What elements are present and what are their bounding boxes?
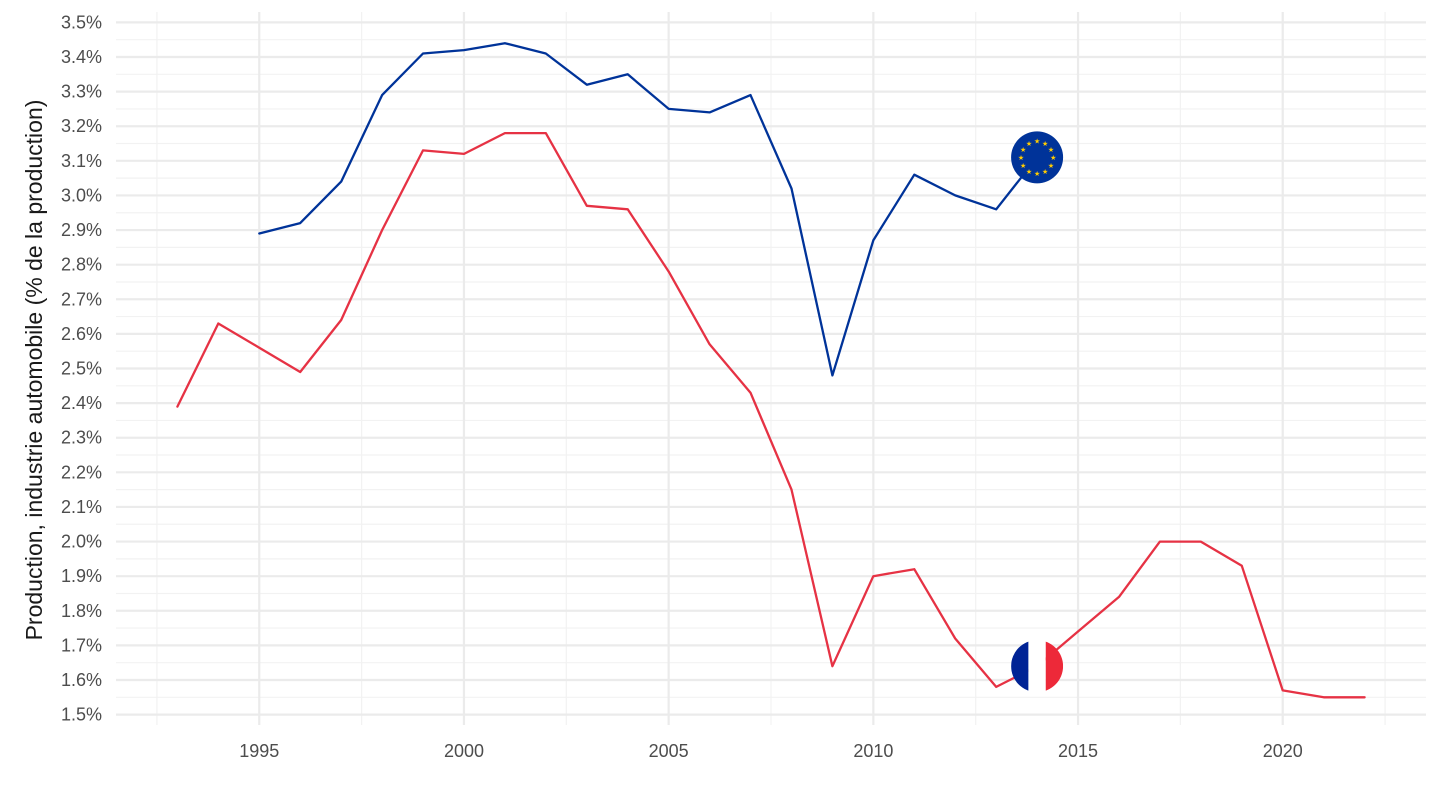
- y-axis-title: Production, industrie automobile (% de l…: [21, 100, 47, 641]
- eu-star-icon: ★: [1050, 154, 1056, 162]
- eu-star-icon: ★: [1020, 162, 1026, 170]
- y-tick-label: 3.2%: [61, 116, 102, 136]
- eu-star-icon: ★: [1034, 138, 1040, 146]
- y-tick-label: 2.8%: [61, 255, 102, 275]
- eu-star-icon: ★: [1042, 168, 1048, 176]
- x-axis-ticks: 1995 2000 2005 2010 2015 2020: [239, 741, 1302, 761]
- series-line-1: [258, 42, 1039, 377]
- y-tick-label: 2.2%: [61, 462, 102, 482]
- y-tick-label: 2.9%: [61, 220, 102, 240]
- y-axis-ticks: 1.5% 1.6% 1.7% 1.8% 1.9% 2.0% 2.1% 2.2% 2.3% 2.4%…: [61, 12, 102, 724]
- y-tick-label: 3.3%: [61, 82, 102, 102]
- x-tick-label: 2010: [853, 741, 893, 761]
- y-tick-label: 3.0%: [61, 185, 102, 205]
- eu-star-icon: ★: [1018, 154, 1024, 162]
- y-tick-label: 2.3%: [61, 428, 102, 448]
- france-flag-icon: [1011, 640, 1064, 693]
- eu-star-icon: ★: [1048, 146, 1054, 154]
- x-tick-label: 1995: [239, 741, 279, 761]
- y-tick-label: 3.5%: [61, 12, 102, 32]
- y-tick-label: 3.4%: [61, 47, 102, 67]
- series-line-2: [176, 131, 1366, 699]
- series-lines: [176, 42, 1366, 699]
- y-tick-label: 2.7%: [61, 289, 102, 309]
- eu-star-icon: ★: [1034, 170, 1040, 178]
- y-tick-label: 1.7%: [61, 635, 102, 655]
- eu-star-icon: ★: [1042, 140, 1048, 148]
- y-tick-label: 2.1%: [61, 497, 102, 517]
- x-tick-label: 2005: [649, 741, 689, 761]
- eu-star-icon: ★: [1026, 140, 1032, 148]
- y-tick-label: 2.0%: [61, 532, 102, 552]
- y-tick-label: 1.5%: [61, 705, 102, 725]
- y-tick-label: 1.9%: [61, 566, 102, 586]
- y-tick-label: 1.6%: [61, 670, 102, 690]
- x-tick-label: 2015: [1058, 741, 1098, 761]
- grid: [116, 12, 1426, 725]
- y-tick-label: 2.4%: [61, 393, 102, 413]
- y-tick-label: 2.5%: [61, 359, 102, 379]
- x-tick-label: 2020: [1263, 741, 1303, 761]
- eu-star-icon: ★: [1048, 162, 1054, 170]
- eu-flag-icon: ★★★★★★★★★ ★ ★★: [1011, 131, 1064, 184]
- eu-star-icon: ★: [1020, 146, 1026, 154]
- y-tick-label: 1.8%: [61, 601, 102, 621]
- x-tick-label: 2000: [444, 741, 484, 761]
- series-markers: ★★★★★★★★★ ★ ★★: [1011, 131, 1064, 693]
- y-tick-label: 2.6%: [61, 324, 102, 344]
- eu-star-icon: ★: [1026, 168, 1032, 176]
- y-tick-label: 3.1%: [61, 151, 102, 171]
